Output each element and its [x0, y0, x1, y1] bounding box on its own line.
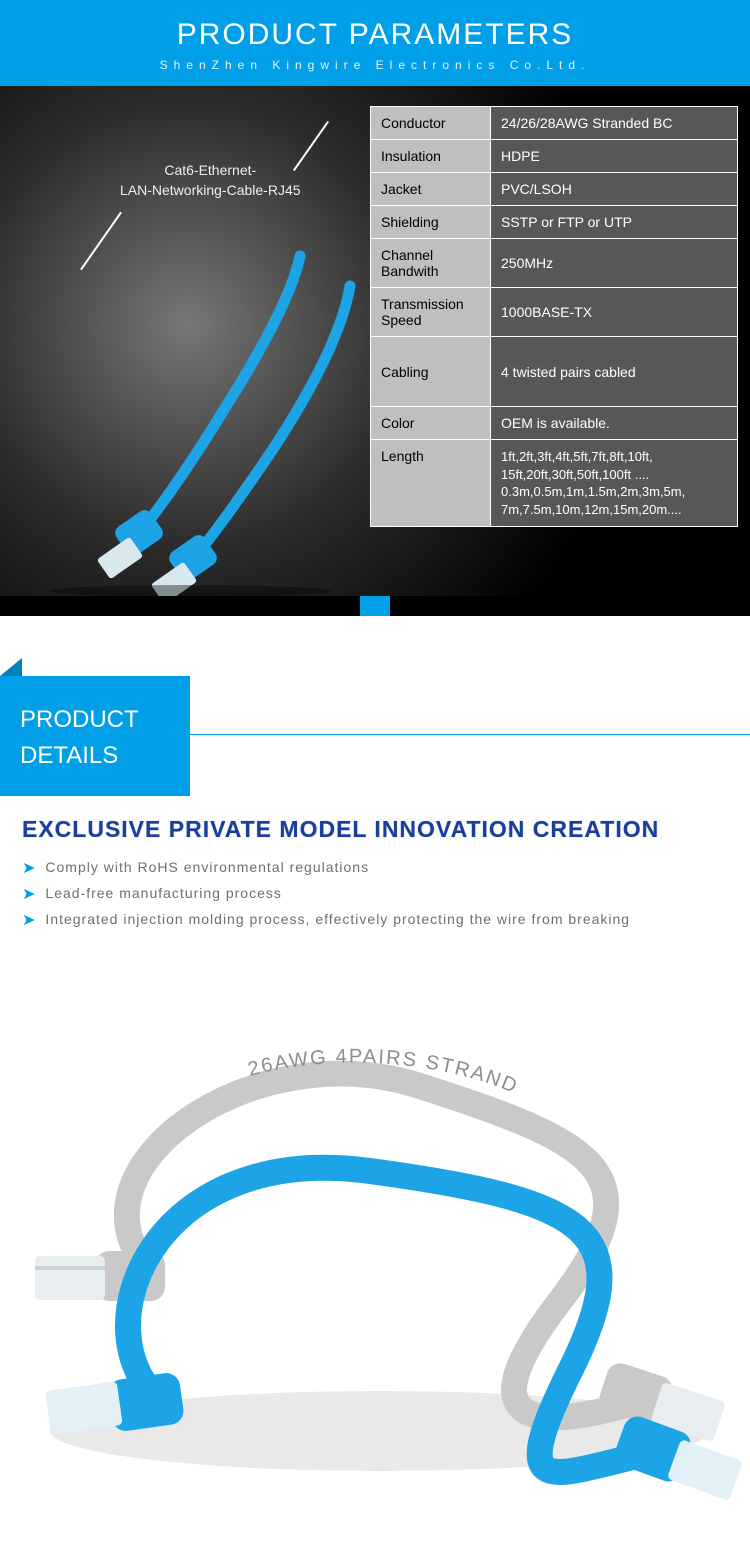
company-name: ShenZhen Kingwire Electronics Co.Ltd. [0, 58, 750, 72]
spec-table-body: Conductor24/26/28AWG Stranded BCInsulati… [371, 107, 738, 527]
spec-value: SSTP or FTP or UTP [491, 206, 738, 239]
feature-item: ➤ Lead-free manufacturing process [22, 885, 750, 905]
spec-key: Cabling [371, 337, 491, 407]
spec-value: OEM is available. [491, 407, 738, 440]
spec-row: InsulationHDPE [371, 140, 738, 173]
details-heading-block: PRODUCT DETAILS [0, 676, 750, 806]
section-tab-line: PRODUCT [20, 702, 190, 738]
feature-item: ➤ Comply with RoHS environmental regulati… [22, 859, 750, 879]
feature-text: Comply with RoHS environmental regulatio… [45, 859, 369, 875]
spec-value: 1000BASE-TX [491, 288, 738, 337]
tagline: EXCLUSIVE PRIVATE MODEL INNOVATION CREAT… [22, 816, 750, 843]
product-label: Cat6-Ethernet- LAN-Networking-Cable-RJ45 [120, 161, 301, 200]
spec-row: Cabling4 twisted pairs cabled [371, 337, 738, 407]
feature-item: ➤ Integrated injection molding process, e… [22, 911, 750, 931]
spec-row: Channel Bandwith250MHz [371, 239, 738, 288]
spec-key: Length [371, 440, 491, 527]
bullet-arrow-icon: ➤ [22, 859, 35, 879]
section-tab-line: DETAILS [20, 738, 190, 774]
spec-key: Insulation [371, 140, 491, 173]
product-label-line: LAN-Networking-Cable-RJ45 [120, 181, 301, 201]
spec-value-line: 0.3m,0.5m,1m,1.5m,2m,3m,5m, [501, 483, 727, 501]
spec-key: Shielding [371, 206, 491, 239]
spec-key: Channel Bandwith [371, 239, 491, 288]
spec-value-line: 15ft,20ft,30ft,50ft,100ft .... [501, 466, 727, 484]
feature-list: ➤ Comply with RoHS environmental regulati… [22, 859, 750, 931]
header-banner: PRODUCT PARAMETERS ShenZhen Kingwire Ele… [0, 0, 750, 86]
parameters-panel: Cat6-Ethernet- LAN-Networking-Cable-RJ45… [0, 86, 750, 616]
feature-text: Lead-free manufacturing process [45, 885, 281, 901]
spec-row: Conductor24/26/28AWG Stranded BC [371, 107, 738, 140]
divider [190, 734, 750, 735]
spec-key: Transmission Speed [371, 288, 491, 337]
spec-row: Length1ft,2ft,3ft,4ft,5ft,7ft,8ft,10ft,1… [371, 440, 738, 527]
bullet-arrow-icon: ➤ [22, 911, 35, 931]
spec-key: Color [371, 407, 491, 440]
product-photo: 26AWG 4PAIRS STRAND [0, 971, 750, 1511]
page-title: PRODUCT PARAMETERS [0, 18, 750, 52]
spec-value: 4 twisted pairs cabled [491, 337, 738, 407]
spec-value: PVC/LSOH [491, 173, 738, 206]
spec-value-line: 1ft,2ft,3ft,4ft,5ft,7ft,8ft,10ft, [501, 448, 727, 466]
spec-row: Transmission Speed1000BASE-TX [371, 288, 738, 337]
spec-row: ShieldingSSTP or FTP or UTP [371, 206, 738, 239]
spec-value-line: 7m,7.5m,10m,12m,15m,20m.... [501, 501, 727, 519]
spec-value: 250MHz [491, 239, 738, 288]
spec-key: Jacket [371, 173, 491, 206]
bullet-arrow-icon: ➤ [22, 885, 35, 905]
cable-illustration [40, 246, 370, 596]
feature-text: Integrated injection molding process, ef… [45, 911, 630, 927]
spec-key: Conductor [371, 107, 491, 140]
product-label-line: Cat6-Ethernet- [120, 161, 301, 181]
spec-value: 24/26/28AWG Stranded BC [491, 107, 738, 140]
spec-table: Conductor24/26/28AWG Stranded BCInsulati… [370, 106, 738, 527]
spacer [0, 616, 750, 676]
spec-value: HDPE [491, 140, 738, 173]
section-tab: PRODUCT DETAILS [0, 676, 190, 796]
spec-row: ColorOEM is available. [371, 407, 738, 440]
spec-row: JacketPVC/LSOH [371, 173, 738, 206]
spec-value: 1ft,2ft,3ft,4ft,5ft,7ft,8ft,10ft,15ft,20… [491, 440, 738, 527]
